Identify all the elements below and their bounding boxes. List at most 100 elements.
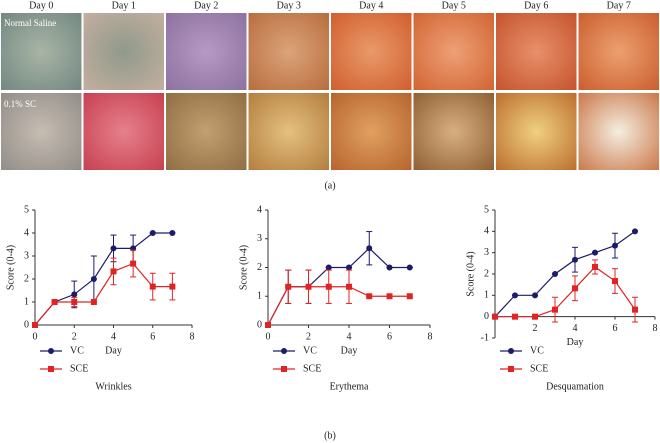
point	[169, 230, 176, 236]
series-line	[267, 286, 410, 326]
point	[386, 293, 393, 300]
day-label: Day 0	[29, 0, 53, 11]
series-line	[34, 232, 173, 326]
point	[512, 313, 518, 320]
legend-label: SCE	[303, 363, 321, 374]
legend-marker	[48, 366, 54, 372]
y-tick-label: 1	[24, 296, 29, 307]
y-tick-label: 2	[484, 268, 489, 279]
point	[110, 268, 117, 275]
photo	[248, 13, 329, 90]
point	[110, 245, 117, 252]
point	[612, 278, 618, 285]
point	[572, 256, 578, 263]
photo	[1, 13, 82, 90]
y-tick-label: 2	[24, 273, 29, 284]
y-tick-label: 4	[257, 204, 262, 215]
legend-label: SCE	[530, 363, 548, 374]
photo	[413, 13, 494, 90]
x-tick-label: 6	[613, 323, 618, 334]
x-tick-label: 0	[266, 331, 271, 342]
x-tick-label: 2	[72, 331, 77, 342]
x-tick-label: 8	[190, 331, 195, 342]
point	[512, 292, 518, 299]
y-tick-label: 0	[24, 319, 29, 330]
y-tick-label: 4	[24, 227, 29, 238]
x-tick-label: 8	[428, 331, 433, 342]
day-label: Day 1	[112, 0, 136, 11]
photo	[413, 93, 494, 170]
point	[612, 242, 618, 249]
y-tick-label: 2	[257, 262, 262, 273]
legend-marker	[508, 348, 514, 354]
x-axis-label: Day	[567, 337, 584, 348]
photo	[578, 13, 659, 90]
day-label: Day 3	[277, 0, 301, 11]
point	[285, 283, 292, 290]
point	[305, 283, 312, 290]
point	[366, 293, 373, 300]
photo	[248, 93, 329, 170]
point	[366, 245, 373, 252]
legend-marker	[508, 366, 514, 372]
point	[592, 263, 598, 270]
photo	[83, 93, 164, 170]
legend-marker	[281, 348, 287, 354]
point	[325, 283, 332, 290]
photo	[578, 93, 659, 170]
point	[71, 291, 78, 298]
x-axis-label: Day	[341, 345, 358, 356]
legend-marker	[48, 348, 54, 354]
photo	[1, 93, 82, 170]
point	[492, 313, 498, 320]
chart-title: Erythema	[330, 381, 369, 392]
legend-label: VC	[303, 345, 317, 356]
photo	[166, 93, 247, 170]
point	[406, 264, 413, 271]
caption-b: (b)	[324, 430, 336, 441]
point	[130, 260, 137, 267]
legend-marker	[281, 366, 287, 372]
photo	[331, 93, 412, 170]
y-tick-label: 5	[484, 204, 489, 215]
point	[532, 313, 538, 320]
point	[265, 322, 271, 328]
y-tick-label: 0	[484, 311, 489, 322]
point	[592, 249, 598, 256]
photo	[496, 13, 577, 90]
point	[632, 306, 638, 313]
y-tick-label: 5	[24, 204, 29, 215]
point	[149, 283, 156, 290]
photo	[166, 13, 247, 90]
row-label: Normal Saline	[4, 18, 56, 28]
x-tick-label: 4	[573, 323, 578, 334]
point	[386, 264, 393, 271]
point	[149, 230, 156, 236]
y-axis-label: Score (0-4)	[465, 251, 476, 296]
day-label: Day 4	[359, 0, 383, 11]
y-tick-label: 3	[484, 247, 489, 258]
x-tick-label: 0	[33, 331, 38, 342]
point	[552, 306, 558, 313]
row-label: 0.1% SC	[4, 99, 36, 109]
point	[346, 264, 352, 271]
point	[346, 283, 352, 290]
legend-label: VC	[70, 345, 84, 356]
day-label: Day 2	[194, 0, 218, 11]
legend-label: SCE	[70, 363, 88, 374]
point	[406, 293, 413, 300]
chart-title: Desquamation	[546, 381, 604, 392]
caption-a: (a)	[324, 180, 335, 191]
x-tick-label: 6	[150, 331, 155, 342]
x-tick-label: 6	[387, 331, 392, 342]
point	[325, 264, 332, 271]
x-tick-label: 4	[347, 331, 352, 342]
point	[32, 322, 38, 328]
point	[632, 228, 638, 235]
point	[552, 271, 558, 277]
y-tick-label: 0	[257, 319, 262, 330]
point	[90, 276, 97, 282]
y-axis-label: Score (0-4)	[238, 245, 249, 290]
chart-title: Wrinkles	[95, 381, 131, 392]
